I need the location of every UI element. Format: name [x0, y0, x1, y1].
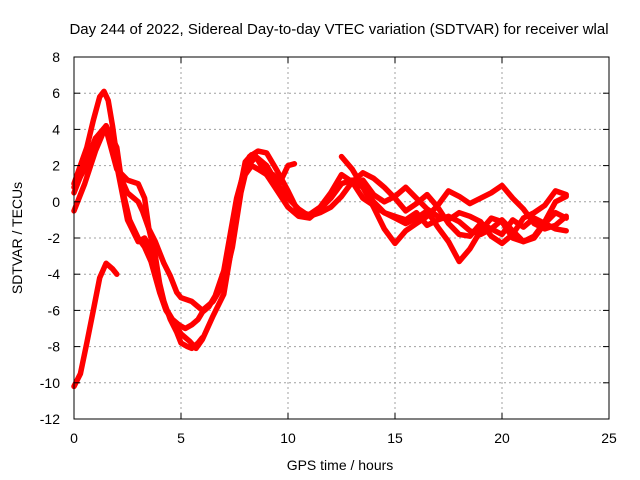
chart-title: Day 244 of 2022, Sidereal Day-to-day VTE… [69, 21, 608, 38]
y-tick-label: -2 [48, 230, 61, 246]
series-line-arc-3 [71, 123, 276, 352]
series-line-arc-9 [360, 177, 569, 247]
y-tick-labels: -12 -10 -8 -6 -4 -2 0 2 4 6 8 [40, 49, 60, 427]
series-layer [71, 88, 569, 390]
y-tick-label: 0 [52, 194, 60, 210]
x-axis-label: GPS time / hours [287, 457, 394, 473]
y-tick-label: -4 [48, 266, 61, 282]
series-line-arc-2 [71, 88, 206, 352]
series-line-arc-7 [263, 171, 569, 265]
ticks [73, 56, 610, 420]
y-tick-label: 8 [52, 49, 60, 65]
y-tick-label: -12 [40, 411, 60, 427]
y-tick-label: 4 [52, 121, 60, 137]
y-axis-label: SDTVAR / TECUs [9, 182, 25, 294]
y-tick-label: 6 [52, 85, 60, 101]
x-tick-label: 25 [601, 430, 617, 446]
y-tick-label: 2 [52, 158, 60, 174]
y-tick-label: -10 [40, 375, 60, 391]
x-tick-label: 10 [280, 430, 296, 446]
series-line-arc-1 [71, 260, 120, 390]
y-tick-label: -8 [48, 339, 61, 355]
x-tick-labels: 0 5 10 15 20 25 [70, 430, 617, 446]
series-line-arc-5 [71, 123, 569, 332]
x-tick-label: 20 [494, 430, 510, 446]
y-tick-label: -6 [48, 302, 61, 318]
x-tick-label: 0 [70, 430, 78, 446]
x-tick-label: 5 [177, 430, 185, 446]
series-line-arc-4 [71, 126, 298, 314]
x-tick-label: 15 [387, 430, 403, 446]
